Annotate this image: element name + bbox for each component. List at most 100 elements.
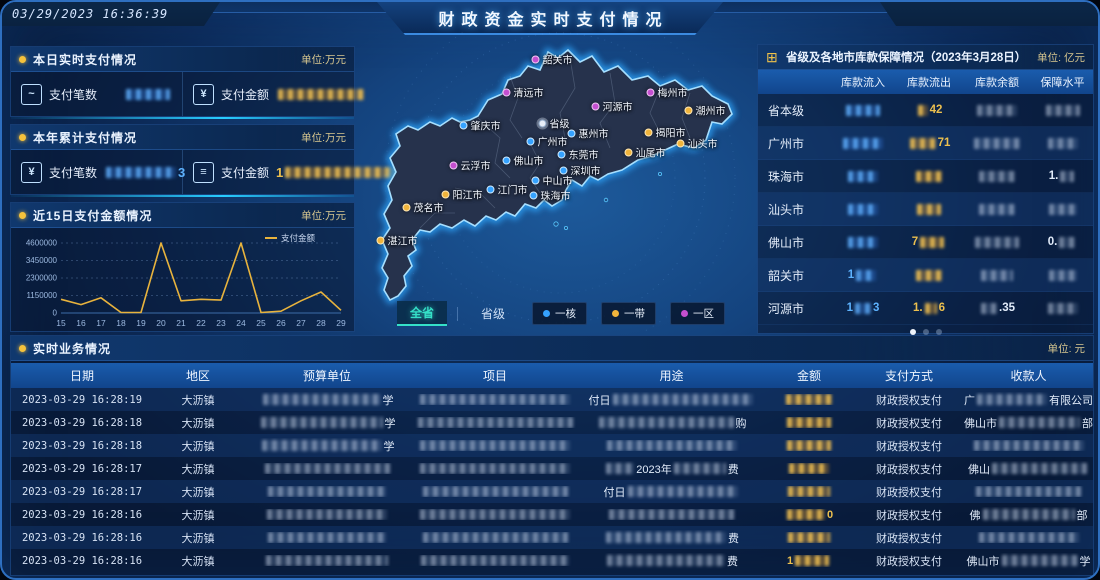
treasury-cell-bal — [962, 236, 1032, 248]
city-marker-肇庆市: 肇庆市 — [459, 118, 501, 133]
panel-treasury: ⊞ 省级及各地市库款保障情况（2023年3月28日） 单位: 亿元 库款流入 库… — [757, 44, 1094, 335]
treasury-cell-lvl — [1032, 269, 1093, 281]
city-marker-茂名市: 茂名市 — [402, 200, 444, 215]
cell-pay-method: 财政授权支付 — [876, 509, 942, 522]
redacted-value — [267, 509, 387, 520]
cell-region: 大沥镇 — [181, 440, 215, 453]
redacted-value — [607, 555, 725, 566]
business-col-预算单位: 预算单位 — [302, 369, 351, 383]
cell-pay-method: 财政授权支付 — [876, 486, 942, 499]
clock-timestamp: 03/29/2023 16:36:39 — [12, 7, 169, 21]
svg-text:23: 23 — [216, 318, 226, 328]
legend-chip-一区[interactable]: 一区 — [670, 302, 726, 325]
value-fragment: 购 — [735, 417, 747, 430]
redacted-value — [1047, 137, 1078, 149]
panel-year-header: 本年累计支付情况 单位:万元 — [11, 125, 354, 150]
today-stats: ~ 支付笔数 ¥ 支付金额 — [11, 72, 365, 116]
city-marker-汕尾市: 汕尾市 — [624, 145, 666, 160]
map-tab-省级[interactable]: 省级 — [468, 302, 518, 325]
cell-budget-org — [243, 555, 411, 566]
value-fragment: 有限公司 — [1049, 394, 1093, 407]
panel-chart-title: 近15日支付金额情况 — [33, 208, 153, 223]
value-fragment: 3 — [873, 302, 880, 314]
svg-text:0: 0 — [53, 309, 58, 318]
value-fragment: 佛山 — [968, 463, 990, 476]
city-label: 茂名市 — [413, 203, 444, 215]
page-dot-1[interactable] — [909, 328, 916, 335]
svg-text:2300000: 2300000 — [26, 274, 58, 283]
value-fragment: 42 — [929, 104, 943, 116]
panel-year-title: 本年累计支付情况 — [33, 130, 138, 145]
business-row: 2023-03-29 16:28:17 大沥镇 付日 财政授权支付 — [11, 480, 1093, 503]
cell-payee: 佛部 — [964, 507, 1093, 523]
region-name: 河源市 — [768, 301, 805, 316]
redacted-value — [260, 417, 383, 428]
stat-label: 支付金额 — [221, 87, 270, 102]
map-svg — [378, 28, 737, 332]
region-name: 汕头市 — [768, 202, 805, 217]
redacted-value — [848, 170, 878, 182]
business-col-用途: 用途 — [659, 369, 684, 383]
svg-text:24: 24 — [236, 318, 246, 328]
redacted-value — [1060, 170, 1075, 182]
redacted-value — [982, 509, 1075, 520]
treasury-row-佛山市: 佛山市 7 0. — [758, 226, 1093, 259]
cell-usage — [579, 440, 764, 451]
value-fragment: 6 — [938, 302, 945, 314]
city-marker-潮州市: 潮州市 — [684, 103, 726, 118]
city-dot-icon — [486, 185, 495, 193]
cell-amount — [764, 417, 854, 428]
cell-date: 2023-03-29 16:28:16 — [21, 531, 143, 544]
panel-today-unit: 单位:万元 — [301, 53, 346, 66]
svg-text:1150000: 1150000 — [26, 291, 57, 300]
redacted-value — [979, 203, 1015, 215]
coins-icon: ≡ — [193, 161, 214, 183]
svg-text:28: 28 — [316, 318, 326, 328]
redacted-value — [285, 166, 398, 178]
grid-icon: ⊞ — [766, 49, 778, 65]
city-dot-icon — [502, 156, 511, 164]
stat-label: 支付金额 — [221, 165, 270, 180]
cell-usage: 2023年 费 — [579, 461, 764, 477]
redacted-value — [261, 440, 382, 451]
redacted-value — [786, 509, 825, 520]
page-dot-3[interactable] — [935, 328, 942, 335]
map-tab-全省[interactable]: 全省 — [396, 301, 447, 326]
redacted-value — [264, 463, 390, 474]
city-dot-icon — [676, 139, 685, 147]
region-name: 省本级 — [768, 103, 805, 118]
cell-amount: 0 — [764, 509, 854, 521]
treasury-cell-bal — [962, 170, 1032, 182]
city-marker-佛山市: 佛山市 — [502, 153, 544, 168]
city-label: 佛山市 — [513, 156, 544, 168]
redacted-value — [981, 302, 997, 314]
city-marker-梅州市: 梅州市 — [646, 85, 688, 100]
legend-chip-一核[interactable]: 一核 — [532, 302, 588, 325]
redacted-value — [422, 486, 568, 497]
page-title: 财政资金实时支付情况 — [438, 11, 669, 29]
legend-dot-icon — [681, 310, 689, 317]
cell-pay-method: 财政授权支付 — [876, 555, 942, 568]
redacted-value — [843, 137, 883, 149]
city-label: 深圳市 — [570, 166, 601, 178]
stat-label: 支付笔数 — [49, 87, 98, 102]
redacted-value — [974, 137, 1020, 149]
redacted-value — [917, 104, 928, 116]
redacted-value — [1048, 269, 1077, 281]
page-dot-2[interactable] — [922, 328, 929, 335]
business-col-金额: 金额 — [796, 369, 821, 383]
city-marker-中山市: 中山市 — [531, 173, 573, 188]
value-fragment: 0 — [826, 508, 834, 521]
redacted-value — [848, 236, 878, 248]
legend-chip-一带[interactable]: 一带 — [601, 302, 657, 325]
city-marker-珠海市: 珠海市 — [529, 188, 571, 203]
cell-payee — [964, 486, 1093, 497]
timestamp-wedge: 03/29/2023 16:36:39 — [2, 2, 220, 26]
legend-label: 一区 — [693, 308, 715, 320]
cell-pay-method: 财政授权支付 — [876, 394, 942, 407]
redacted-value — [977, 394, 1047, 405]
treasury-cell-bal — [962, 104, 1032, 116]
legend-label: 一带 — [624, 308, 646, 320]
